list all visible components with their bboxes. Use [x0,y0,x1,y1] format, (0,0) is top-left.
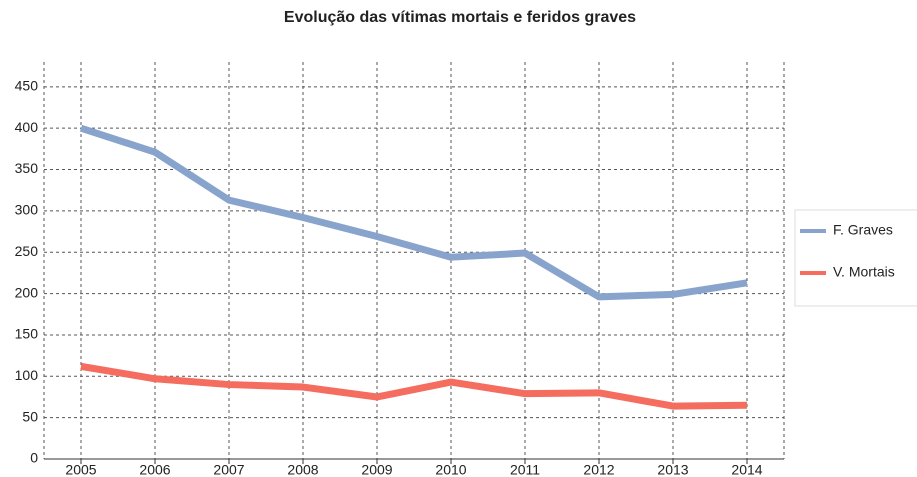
chart-title: Evolução das vítimas mortais e feridos g… [284,9,636,26]
legend-label: V. Mortais [833,264,895,280]
x-tick-label: 2007 [213,462,244,477]
x-tick-label: 2009 [361,462,392,477]
x-tick-label: 2012 [583,462,614,477]
x-tick-label: 2014 [731,462,762,477]
legend-label: F. Graves [833,222,893,238]
x-tick-label: 2011 [510,462,540,477]
series-line [80,362,748,410]
y-tick-label: 250 [15,243,39,259]
x-tick-label: 2006 [139,462,170,477]
y-tick-label: 0 [30,450,38,466]
y-tick-label: 300 [15,202,39,218]
y-tick-label: 350 [15,160,39,176]
x-tick-label: 2008 [287,462,318,477]
y-tick-label: 50 [22,408,38,424]
x-tick-label: 2010 [435,462,466,477]
series-line [79,124,748,301]
x-tick-label: 2013 [657,462,688,477]
legend-box [794,209,917,307]
x-tick-label: 2005 [65,462,96,477]
y-tick-label: 450 [15,78,39,94]
y-tick-label: 400 [15,119,39,135]
y-tick-label: 200 [15,284,39,300]
y-tick-label: 100 [15,367,39,383]
y-tick-label: 150 [15,326,39,342]
